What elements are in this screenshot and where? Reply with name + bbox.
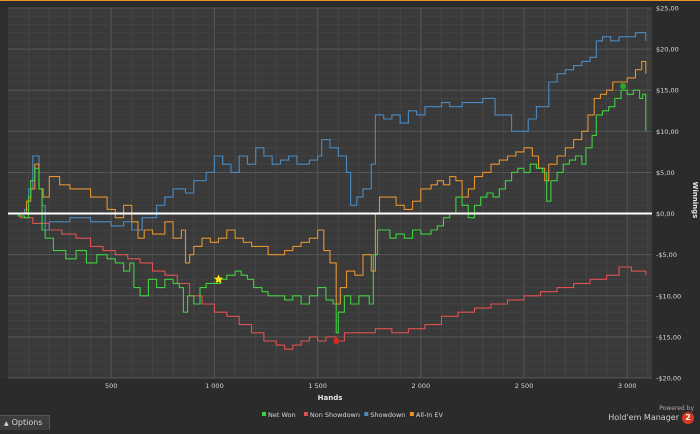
green-dot-marker	[620, 83, 627, 90]
y-axis-label: Winnings	[691, 182, 699, 219]
options-button[interactable]: ▲ Options	[0, 415, 50, 430]
legend-label: Net Won	[268, 411, 296, 419]
x-tick-label: 1 500	[308, 382, 327, 390]
legend-swatch	[262, 412, 266, 416]
series-line-all-in-ev	[8, 60, 647, 305]
y-tick-label: $0,00	[656, 210, 675, 218]
legend-swatch	[409, 412, 414, 416]
y-tick-label: -$5,00	[656, 251, 677, 259]
legend-label: Non Showdown	[310, 411, 360, 419]
legend-label: All-In EV	[416, 411, 444, 419]
y-tick-label: $20,00	[656, 46, 679, 54]
y-tick-label: $25,00	[656, 5, 679, 13]
y-axis: -$20,00 -$15,00 -$10,00 -$5,00 $0,00 $5,00 $10…	[656, 5, 681, 383]
series-line-showdown	[8, 32, 647, 231]
powered-by-text: Powered by	[659, 405, 694, 412]
x-tick-label: 2 000	[412, 382, 431, 390]
y-tick-label: $15,00	[656, 87, 679, 95]
expand-triangle-icon: ▲	[4, 420, 9, 427]
series-layer	[8, 32, 647, 350]
grid	[8, 7, 652, 379]
x-tick-label: 3 000	[618, 382, 637, 390]
marker-layer	[213, 83, 627, 344]
red-dot-marker	[333, 338, 340, 344]
legend-swatch	[364, 412, 369, 416]
y-tick-label: -$15,00	[656, 333, 681, 341]
series-line-net-won	[8, 89, 647, 334]
y-tick-label: -$10,00	[656, 292, 681, 300]
x-tick-label: 500	[105, 382, 117, 390]
options-label: Options	[11, 418, 43, 427]
brand-logo: Powered by Hold'em Manager 2	[608, 405, 694, 424]
x-tick-label: 1 000	[205, 382, 224, 390]
legend: Net Won Non Showdown Showdown All-In EV	[262, 411, 444, 419]
x-tick-label: 2 500	[515, 382, 534, 390]
x-axis: 500 1 000 1 500 2 000 2 500 3 000	[105, 382, 637, 390]
brand-name: Hold'em Manager	[608, 413, 679, 422]
series-line-non-showdown	[8, 213, 647, 350]
y-tick-label: -$20,00	[656, 375, 681, 383]
star-marker	[213, 274, 224, 284]
y-tick-label: $5,00	[656, 169, 675, 177]
version-badge: 2	[682, 412, 694, 424]
x-axis-label: Hands	[318, 394, 343, 402]
legend-swatch	[303, 412, 308, 416]
y-tick-label: $10,00	[656, 128, 679, 136]
legend-label: Showdown	[370, 411, 405, 419]
